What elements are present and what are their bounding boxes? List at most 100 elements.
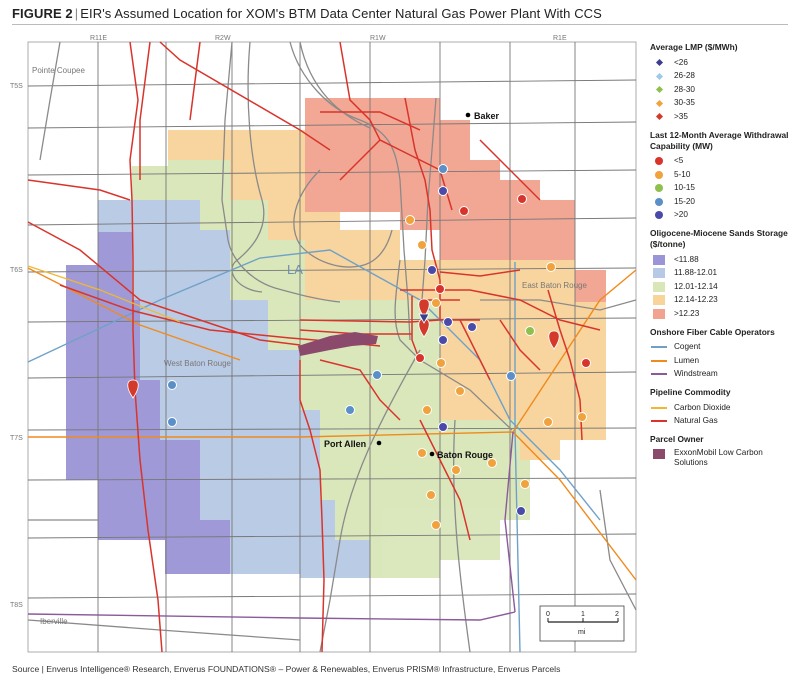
withdrawal-dot (426, 490, 436, 500)
withdrawal-lt-5-icon (655, 157, 663, 166)
withdrawal-15-20-icon (655, 197, 663, 206)
city-marker-baton-rouge (429, 451, 435, 457)
legend-item: >12.23 (650, 307, 798, 321)
legend-item: Windstream (650, 368, 798, 382)
withdrawal-dot (525, 326, 535, 336)
township-label-t7s: T7S (10, 435, 23, 442)
legend-item: <11.88 (650, 253, 798, 267)
scale-tick-2: 2 (615, 611, 619, 618)
lmp-lt-26-icon (655, 59, 663, 67)
withdrawal-dot (459, 206, 469, 216)
source-note: Source | Enverus Intelligence® Research,… (12, 664, 561, 674)
legend-parcel-title: Parcel Owner (650, 434, 704, 444)
legend-fiber-title: Onshore Fiber Cable Operators (650, 326, 775, 337)
city-label-port-allen: Port Allen (324, 439, 366, 449)
withdrawal-dot (438, 335, 448, 345)
withdrawal-dot (417, 448, 427, 458)
withdrawal-dot (577, 412, 587, 422)
storage-lt-11-88-swatch (653, 254, 665, 265)
withdrawal-dot (167, 380, 177, 390)
header-rule (12, 24, 788, 25)
legend-item: 11.88-12.01 (650, 267, 798, 281)
parish-label-pointe-coupee: Pointe Coupee (32, 66, 85, 75)
legend-item: <26 (650, 56, 798, 70)
storage-zone-lt-11-88 (66, 232, 230, 574)
legend-item: >20 (650, 209, 798, 223)
legend-item: <5 (650, 155, 798, 169)
legend-item: >35 (650, 110, 798, 124)
fiber-windstream-2 (504, 431, 516, 613)
city-marker-port-allen (376, 440, 382, 446)
withdrawal-dot (467, 322, 477, 332)
figure-title-text: EIR's Assumed Location for XOM's BTM Dat… (80, 6, 602, 21)
lmp-gt-35-icon (655, 113, 663, 121)
city-label-baton-rouge: Baton Rouge (437, 450, 493, 460)
figure-label: FIGURE 2 (12, 6, 73, 21)
lmp-pin-gt-35 (548, 330, 560, 350)
withdrawal-dot (438, 422, 448, 432)
withdrawal-gt-20-icon (655, 211, 663, 220)
withdrawal-dot (517, 194, 527, 204)
scale-bar: 0 1 2 mi (539, 605, 625, 642)
lmp-pin-lt-26 (418, 313, 430, 324)
storage-zone-12-01-12-14 (132, 160, 530, 578)
fiber-lumen-3 (512, 269, 637, 433)
township-grid (27, 42, 637, 652)
withdrawal-dot (422, 405, 432, 415)
withdrawal-dot (436, 358, 446, 368)
legend-item: 5-10 (650, 168, 798, 182)
fiber-lumen-line-icon (651, 359, 667, 362)
storage-12-01-12-14-swatch (653, 281, 665, 292)
exxonmobil-parcel (298, 332, 378, 356)
legend-item: 30-35 (650, 97, 798, 111)
parish-label-iberville: Iberville (40, 617, 68, 626)
co2-pipeline (27, 265, 181, 323)
lmp-30-35-icon (655, 99, 663, 107)
range-label-r11e: R11E (90, 35, 107, 42)
withdrawal-dot (546, 262, 556, 272)
withdrawal-dot (455, 386, 465, 396)
storage-12-14-12-23-swatch (653, 295, 665, 306)
withdrawal-5-10-icon (655, 170, 663, 179)
withdrawal-dot (415, 353, 425, 363)
township-label-t5s: T5S (10, 83, 23, 90)
legend-storage-title: Oligocene-Miocene Sands Storage ($/tonne… (650, 228, 788, 249)
legend-lmp: Average LMP ($/MWh) <26 26-28 28-30 30-3… (650, 42, 798, 124)
withdrawal-dot (345, 405, 355, 415)
withdrawal-dot (543, 417, 553, 427)
parcel-exxonmobil-swatch (653, 449, 665, 459)
withdrawal-dot (516, 506, 526, 516)
scale-tick-0: 0 (546, 611, 550, 618)
withdrawal-dot (405, 215, 415, 225)
city-label-baker: Baker (474, 111, 500, 121)
legend-withdrawal-title: Last 12-Month Average Withdrawal Capabil… (650, 129, 789, 151)
withdrawal-dot (443, 317, 453, 327)
storage-zone-gt-12-23 (305, 98, 606, 302)
legend-item: 15-20 (650, 195, 798, 209)
map-legend: Average LMP ($/MWh) <26 26-28 28-30 30-3… (650, 42, 798, 478)
legend-item: Cogent (650, 341, 798, 355)
co2-pipeline-line-icon (651, 406, 667, 409)
scale-unit: mi (578, 629, 586, 636)
legend-lmp-title: Average LMP ($/MWh) (650, 42, 738, 52)
withdrawal-dot (435, 284, 445, 294)
withdrawal-dot (167, 417, 177, 427)
withdrawal-dot (438, 186, 448, 196)
withdrawal-dot (487, 458, 497, 468)
withdrawal-dot (506, 371, 516, 381)
township-label-t8s: T8S (10, 602, 23, 609)
legend-item: 28-30 (650, 83, 798, 97)
withdrawal-dot (431, 520, 441, 530)
range-label-r1w: R1W (370, 35, 386, 42)
fiber-cogent-line-icon (651, 346, 667, 349)
city-marker-baker (465, 112, 471, 118)
legend-pipeline-title: Pipeline Commodity (650, 387, 731, 397)
natural-gas-pipeline-line-icon (651, 420, 667, 423)
city-markers (376, 112, 471, 457)
withdrawal-dot (372, 370, 382, 380)
parish-label-east-baton-rouge: East Baton Rouge (522, 281, 587, 290)
storage-zone-12-14-12-23 (168, 130, 606, 460)
withdrawal-dot (451, 465, 461, 475)
withdrawal-dot (431, 298, 441, 308)
